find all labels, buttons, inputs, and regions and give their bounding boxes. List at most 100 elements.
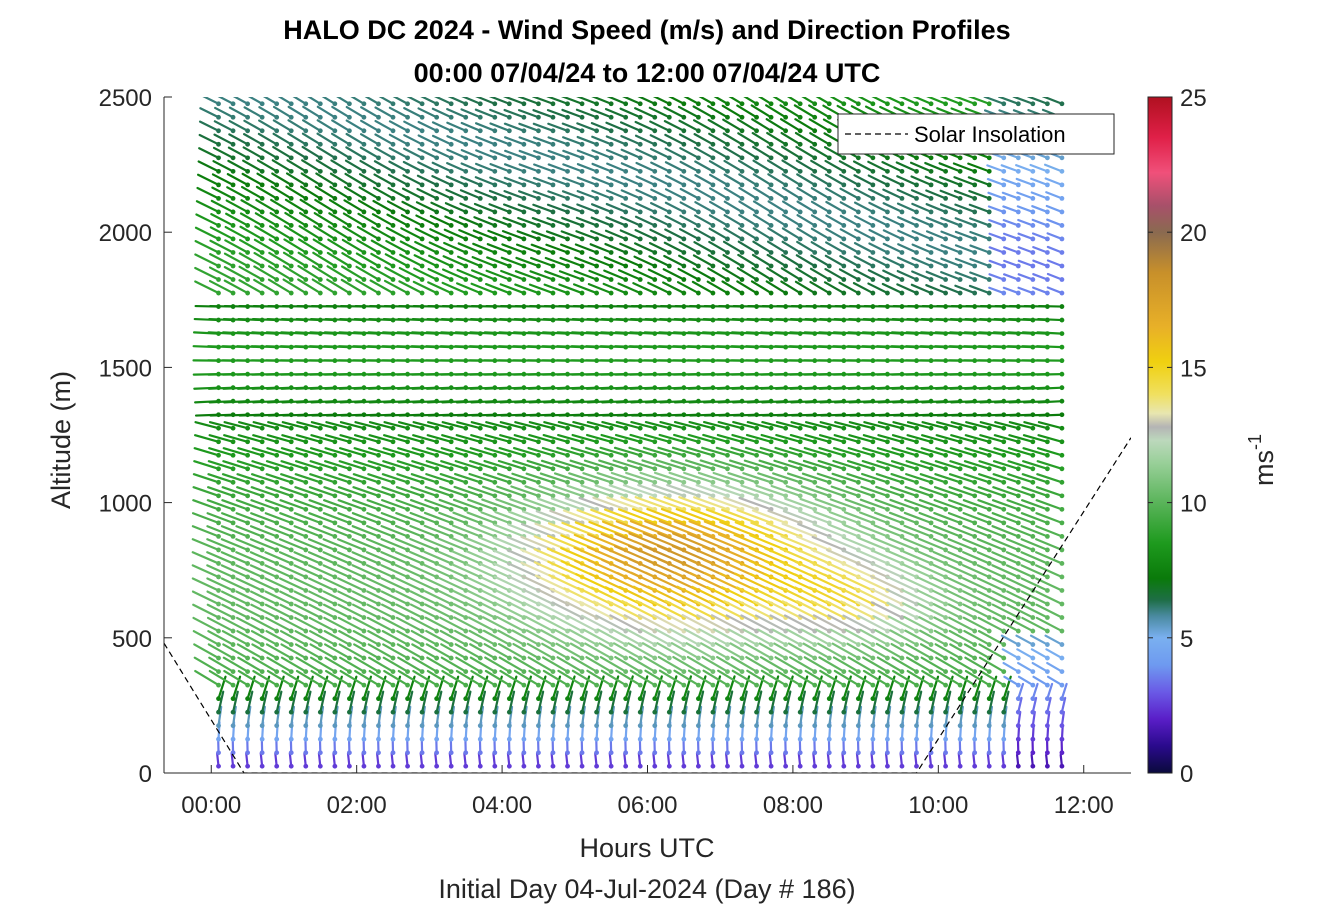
wind-barb — [317, 752, 323, 769]
wind-barb — [376, 705, 383, 729]
wind-barb — [196, 173, 221, 188]
wind-barb — [337, 590, 367, 607]
wind-barb — [488, 189, 512, 201]
wind-barb — [339, 421, 367, 431]
wind-barb — [439, 485, 469, 499]
wind-barb — [429, 214, 454, 228]
wind-barb — [484, 447, 512, 458]
wind-barb — [211, 173, 236, 188]
wind-barb — [452, 511, 483, 526]
wind-barb — [409, 498, 440, 512]
wind-barb — [395, 511, 425, 526]
wind-barb — [454, 643, 483, 661]
wind-barb — [370, 239, 396, 255]
wind-barb — [351, 525, 381, 539]
wind-barb — [191, 551, 221, 566]
wind-barb — [256, 159, 280, 174]
wind-barb — [192, 486, 221, 499]
wind-barb — [265, 486, 294, 499]
wind-barb — [424, 485, 454, 499]
wind-barb — [468, 629, 498, 647]
y-tick-label: 2500 — [99, 85, 152, 112]
wind-barb — [337, 512, 367, 526]
wind-barb — [316, 105, 338, 120]
wind-barb — [329, 172, 352, 188]
wind-barb — [411, 656, 440, 674]
wind-barb — [191, 564, 221, 580]
wind-barb — [230, 705, 237, 729]
wind-barb — [288, 690, 298, 715]
wind-barb — [281, 669, 309, 688]
wind-barb — [264, 538, 294, 553]
wind-barb — [347, 690, 356, 715]
wind-barb — [373, 173, 396, 188]
wind-barb — [252, 434, 280, 445]
wind-barb — [497, 472, 527, 485]
wind-barb — [481, 498, 512, 512]
wind-barb — [434, 690, 443, 715]
wind-barb — [453, 616, 483, 634]
wind-barb — [308, 616, 338, 634]
wind-barb — [235, 512, 265, 526]
colorbar-tick-label: 5 — [1180, 626, 1193, 653]
wind-barb — [235, 564, 265, 580]
wind-barb — [295, 669, 323, 688]
wind-barb — [264, 512, 294, 526]
wind-barb — [310, 421, 338, 431]
wind-barb — [364, 97, 381, 107]
wind-barb — [372, 199, 396, 215]
wind-barb — [343, 199, 367, 215]
wind-barb — [331, 119, 352, 134]
wind-barb — [194, 266, 221, 282]
wind-barb — [337, 577, 367, 593]
wind-barb — [339, 434, 367, 445]
x-tick-label: 06:00 — [617, 792, 677, 819]
wind-barb — [413, 267, 440, 282]
wind-barb — [500, 269, 527, 282]
wind-barb — [339, 669, 367, 688]
wind-barb — [269, 212, 294, 228]
wind-barb — [496, 485, 527, 499]
wind-barb — [255, 198, 280, 215]
wind-barb — [207, 643, 236, 661]
wind-barb — [253, 238, 280, 255]
wind-barb — [225, 212, 251, 228]
wind-barb — [409, 524, 440, 539]
wind-barb — [250, 603, 280, 620]
wind-barb — [220, 577, 251, 593]
wind-barb — [238, 265, 265, 282]
wind-barb — [375, 752, 381, 769]
wind-barb — [254, 225, 280, 242]
wind-barb — [264, 603, 294, 620]
wind-barb — [474, 162, 498, 174]
wind-barb — [498, 656, 527, 674]
wind-barb — [388, 147, 410, 161]
wind-barb — [308, 590, 338, 607]
wind-barb — [386, 200, 410, 215]
wind-barb — [312, 251, 338, 269]
wind-barb — [399, 253, 425, 269]
wind-barb — [207, 630, 236, 647]
wind-barb — [230, 752, 236, 769]
wind-barb — [402, 160, 425, 174]
y-tick-label: 2000 — [99, 220, 152, 247]
wind-barb — [410, 486, 440, 499]
wind-barb — [336, 564, 367, 580]
wind-barb — [457, 242, 483, 255]
wind-barb — [251, 460, 280, 472]
wind-barb — [438, 511, 469, 526]
wind-barb — [423, 576, 454, 593]
wind-barb — [438, 498, 469, 512]
colorbar-tick-label: 15 — [1180, 355, 1207, 382]
y-tick-label: 1000 — [99, 491, 152, 518]
wind-barb — [444, 202, 469, 215]
wind-barb — [352, 616, 381, 634]
wind-barb — [282, 265, 309, 282]
wind-barb — [383, 669, 410, 688]
wind-barb — [238, 252, 265, 269]
wind-barb — [298, 211, 323, 228]
wind-barb — [395, 486, 425, 499]
wind-barb — [485, 269, 512, 282]
wind-barb — [384, 266, 410, 282]
wind-barb — [467, 485, 498, 499]
